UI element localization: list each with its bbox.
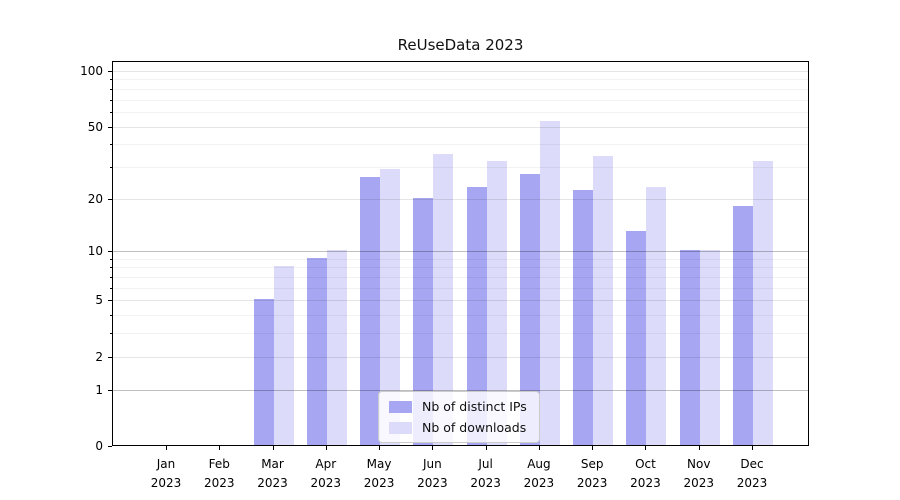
bar-jun-downloads bbox=[433, 153, 454, 445]
bar-jul-downloads bbox=[486, 160, 507, 445]
y-axis-tick-label-20: 20 bbox=[87, 191, 103, 206]
y-axis-tick-label-50: 50 bbox=[87, 119, 103, 134]
y-axis-minor-tick-mark bbox=[110, 166, 112, 168]
x-axis-tick-mark bbox=[432, 446, 434, 450]
x-axis-tick-label-jan: Jan 2023 bbox=[150, 457, 182, 490]
bar-nov-downloads bbox=[699, 250, 720, 445]
x-axis-tick-mark bbox=[698, 446, 700, 450]
bar-aug-distinct-ips bbox=[519, 174, 540, 445]
x-axis-tick-mark bbox=[592, 446, 594, 450]
bar-may-distinct-ips bbox=[360, 177, 381, 445]
x-axis-tick-mark bbox=[645, 446, 647, 450]
y-axis-tick-label-10: 10 bbox=[87, 244, 103, 259]
y-axis-minor-tick-mark bbox=[110, 287, 112, 289]
x-axis-tick-label-jul: Jul 2023 bbox=[470, 457, 501, 490]
x-axis-tick-label-feb: Feb 2023 bbox=[203, 457, 235, 490]
gridline-y-30 bbox=[113, 166, 808, 168]
y-axis-tick-mark bbox=[108, 198, 112, 200]
y-axis-tick-mark bbox=[108, 300, 112, 302]
bar-sep-distinct-ips bbox=[573, 190, 594, 445]
y-axis-tick-label-1: 1 bbox=[95, 382, 103, 397]
x-axis-tick-label-aug: Aug 2023 bbox=[523, 457, 555, 490]
x-axis-tick-label-sep: Sep 2023 bbox=[576, 457, 608, 490]
bar-may-downloads bbox=[380, 168, 401, 445]
y-axis-tick-label-100: 100 bbox=[80, 64, 103, 79]
x-axis-tick-label-dec: Dec 2023 bbox=[736, 457, 768, 490]
bar-jun-distinct-ips bbox=[413, 197, 434, 445]
y-axis-tick-label-0: 0 bbox=[95, 439, 103, 453]
gridline-y-60 bbox=[113, 111, 808, 113]
bar-aug-downloads bbox=[539, 120, 560, 445]
x-axis-tick-mark bbox=[325, 446, 327, 450]
plot-area bbox=[112, 61, 809, 446]
x-axis-tick-mark bbox=[752, 446, 753, 450]
y-axis-tick-label-2: 2 bbox=[95, 349, 103, 364]
bar-dec-downloads bbox=[753, 160, 773, 445]
y-axis-minor-tick-mark bbox=[110, 79, 112, 81]
y-axis-minor-tick-mark bbox=[110, 333, 112, 335]
bar-dec-distinct-ips bbox=[733, 205, 753, 445]
gridline-y-70 bbox=[113, 99, 808, 101]
y-axis-tick-mark bbox=[108, 251, 112, 253]
bar-mar-downloads bbox=[273, 266, 294, 445]
x-axis-tick-label-may: May 2023 bbox=[363, 457, 395, 490]
y-axis-minor-tick-mark bbox=[110, 315, 112, 317]
bar-jul-distinct-ips bbox=[466, 186, 487, 445]
x-axis-tick-label-mar: Mar 2023 bbox=[257, 457, 288, 490]
x-axis-tick-label-nov: Nov 2023 bbox=[683, 457, 714, 490]
bar-sep-downloads bbox=[593, 156, 614, 445]
x-axis-tick-label-jun: Jun 2023 bbox=[417, 457, 448, 490]
legend-swatch-distinct-ips-icon bbox=[389, 400, 412, 413]
legend-label-downloads: Nb of downloads bbox=[422, 420, 527, 435]
y-axis-tick-mark bbox=[108, 389, 112, 391]
legend-swatch-downloads-icon bbox=[389, 421, 412, 434]
bar-oct-downloads bbox=[646, 186, 667, 445]
y-axis-tick-mark bbox=[108, 356, 112, 358]
x-axis-tick-mark bbox=[538, 446, 540, 450]
x-axis-tick-mark bbox=[166, 446, 167, 450]
x-axis-tick-label-oct: Oct 2023 bbox=[630, 457, 661, 490]
bar-apr-distinct-ips bbox=[306, 257, 327, 445]
x-axis-tick-mark bbox=[219, 446, 221, 450]
legend-item-distinct-ips: Nb of distinct IPs bbox=[389, 399, 527, 414]
x-axis-tick-mark bbox=[379, 446, 381, 450]
gridline-y-100 bbox=[113, 71, 808, 73]
legend-label-distinct-ips: Nb of distinct IPs bbox=[422, 399, 527, 414]
gridline-y-20 bbox=[113, 198, 808, 200]
bar-mar-distinct-ips bbox=[253, 299, 274, 445]
y-axis-minor-tick-mark bbox=[110, 277, 112, 279]
y-axis-minor-tick-mark bbox=[110, 111, 112, 113]
chart-title: ReUseData 2023 bbox=[397, 36, 524, 54]
y-axis-tick-mark bbox=[108, 126, 112, 128]
gridline-y-80 bbox=[113, 88, 808, 90]
bar-oct-distinct-ips bbox=[626, 230, 647, 445]
y-axis-minor-tick-mark bbox=[110, 267, 112, 269]
y-axis-minor-tick-mark bbox=[110, 88, 112, 90]
y-axis-tick-label-5: 5 bbox=[95, 293, 103, 308]
y-axis-tick-mark bbox=[108, 446, 112, 447]
legend-item-downloads: Nb of downloads bbox=[389, 420, 527, 435]
x-axis-tick-mark bbox=[272, 446, 274, 450]
bar-apr-downloads bbox=[326, 250, 347, 445]
y-axis-tick-mark bbox=[108, 71, 112, 73]
y-axis-minor-tick-mark bbox=[110, 258, 112, 260]
x-axis-tick-label-apr: Apr 2023 bbox=[310, 457, 342, 490]
y-axis-minor-tick-mark bbox=[110, 144, 112, 146]
bar-nov-distinct-ips bbox=[679, 250, 700, 445]
gridline-y-40 bbox=[113, 144, 808, 146]
x-axis-tick-mark bbox=[485, 446, 487, 450]
y-axis-minor-tick-mark bbox=[110, 99, 112, 101]
legend: Nb of distinct IPs Nb of downloads bbox=[378, 391, 540, 443]
gridline-y-90 bbox=[113, 79, 808, 81]
gridline-y-50 bbox=[113, 126, 808, 128]
